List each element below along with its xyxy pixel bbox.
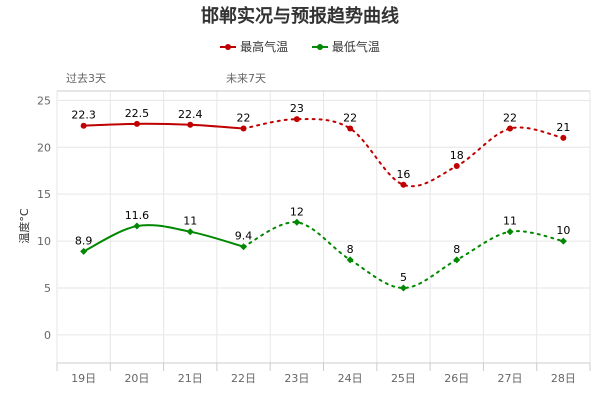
- x-tick-label: 23日: [284, 372, 309, 385]
- data-point-low[interactable]: [559, 237, 567, 245]
- data-point-high[interactable]: [293, 116, 300, 123]
- past-section-label: 过去3天: [66, 72, 106, 85]
- x-tick-label: 22日: [231, 372, 256, 385]
- data-label-high: 22.4: [178, 108, 203, 121]
- data-point-high[interactable]: [133, 120, 140, 127]
- x-tick-label: 27日: [498, 372, 523, 385]
- data-point-high[interactable]: [560, 134, 567, 141]
- x-tick-label: 20日: [124, 372, 149, 385]
- data-label-high: 22: [503, 112, 517, 125]
- data-point-high[interactable]: [507, 125, 514, 132]
- x-tick-label: 19日: [71, 372, 96, 385]
- legend-label-low: 最低气温: [331, 40, 380, 54]
- data-label-low: 11: [183, 215, 197, 228]
- data-point-low[interactable]: [293, 218, 301, 226]
- data-label-low: 11.6: [125, 209, 150, 222]
- y-tick-label: 15: [37, 188, 51, 201]
- data-label-low: 9.4: [235, 230, 253, 243]
- data-label-high: 22: [237, 112, 251, 125]
- x-tick-label: 24日: [338, 372, 363, 385]
- y-tick-label: 10: [37, 235, 51, 248]
- series-line-high-observed: [83, 122, 244, 130]
- data-point-low[interactable]: [453, 256, 461, 264]
- data-label-high: 23: [290, 102, 304, 115]
- data-label-low: 8: [347, 243, 354, 256]
- data-point-low[interactable]: [240, 243, 248, 251]
- data-label-low: 12: [290, 205, 304, 218]
- data-point-low[interactable]: [506, 228, 514, 236]
- data-point-low[interactable]: [186, 228, 194, 236]
- data-point-high[interactable]: [80, 122, 87, 129]
- x-tick-label: 28日: [551, 372, 576, 385]
- y-tick-label: 5: [44, 282, 51, 295]
- data-point-low[interactable]: [133, 222, 141, 230]
- data-label-high: 22.5: [125, 107, 150, 120]
- data-label-low: 8: [453, 243, 460, 256]
- legend-item-high[interactable]: 最高气温: [220, 38, 288, 55]
- data-point-low[interactable]: [399, 284, 407, 292]
- chart-title: 邯郸实况与预报趋势曲线: [201, 6, 399, 27]
- data-label-low: 11: [503, 215, 517, 228]
- data-label-low: 10: [556, 224, 570, 237]
- data-point-high[interactable]: [347, 125, 354, 132]
- data-point-low[interactable]: [80, 247, 88, 255]
- data-label-high: 21: [556, 121, 570, 134]
- y-tick-label: 20: [37, 141, 51, 154]
- data-label-high: 22.3: [71, 109, 96, 122]
- legend-swatch-low-icon: [311, 41, 328, 53]
- legend-label-high: 最高气温: [240, 40, 289, 54]
- legend-swatch-high-icon: [220, 41, 237, 53]
- x-tick-label: 25日: [391, 372, 416, 385]
- legend: 最高气温 最低气温: [0, 38, 600, 56]
- data-point-low[interactable]: [346, 256, 354, 264]
- data-label-high: 18: [450, 149, 464, 162]
- y-tick-label: 25: [37, 94, 51, 107]
- data-label-low: 8.9: [75, 234, 93, 247]
- data-label-high: 16: [396, 168, 410, 181]
- legend-item-low[interactable]: 最低气温: [311, 38, 380, 55]
- future-section-label: 未来7天: [226, 72, 266, 85]
- data-point-high[interactable]: [453, 163, 460, 170]
- data-point-high[interactable]: [187, 121, 194, 128]
- data-point-high[interactable]: [240, 125, 247, 132]
- y-tick-label: 0: [44, 329, 51, 342]
- x-tick-label: 26日: [444, 372, 469, 385]
- data-point-high[interactable]: [400, 181, 407, 188]
- data-label-high: 22: [343, 112, 357, 125]
- series-line-low-observed: [83, 224, 244, 253]
- x-tick-label: 21日: [178, 372, 203, 385]
- data-label-low: 5: [400, 271, 407, 284]
